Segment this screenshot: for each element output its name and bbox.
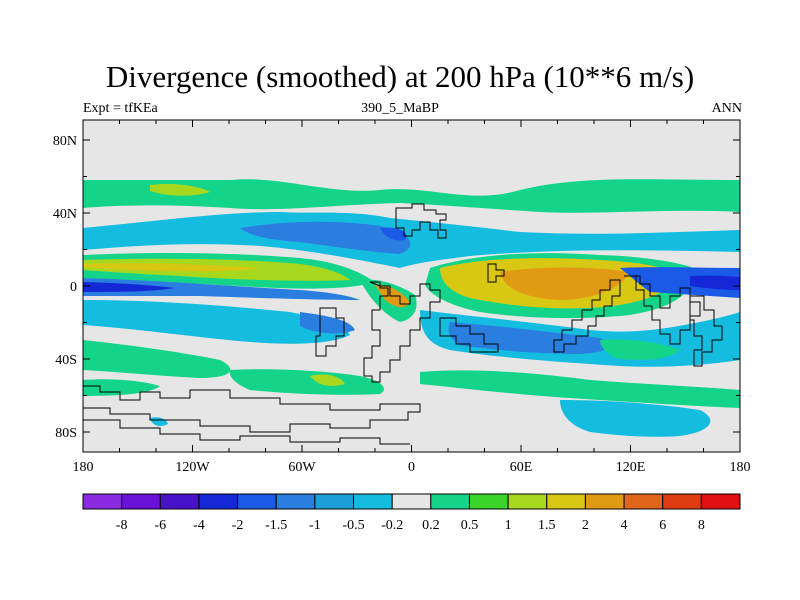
south-positive-east [600, 339, 680, 360]
y-tick-label: 80N [53, 134, 77, 149]
y-tick-label: 40S [55, 353, 77, 368]
colorbar-swatch [314, 493, 355, 510]
colorbar-label: 4 [621, 518, 628, 533]
colorbar-swatch [662, 493, 702, 510]
east-orange-blob [500, 267, 630, 300]
colorbar-swatch [275, 493, 316, 510]
axis-ticks [82, 120, 741, 452]
contour-fields [83, 179, 740, 437]
north-negative-band [83, 212, 740, 268]
colorbar-swatch [468, 493, 509, 510]
colorbar-swatch [198, 493, 239, 510]
south-yellow-patch [310, 374, 345, 386]
east-negative-deep [690, 275, 740, 290]
colorbar-label: -6 [154, 518, 166, 533]
equatorial-negative-strip [83, 278, 360, 300]
south-positive-far [420, 370, 740, 408]
colorbar-swatch [507, 493, 548, 510]
colorbar-label: -2 [232, 518, 244, 533]
colorbar-swatch [430, 493, 470, 510]
north-negative-core [240, 221, 411, 254]
x-tick-label: 180 [730, 460, 751, 475]
equatorial-negative-deep [83, 282, 175, 292]
x-tick-label: 60E [510, 460, 533, 475]
colorbar-swatch [121, 493, 161, 510]
north-negative-deep [380, 227, 407, 241]
colorbar-swatch [584, 493, 625, 510]
period-label: 390_5_MaBP [361, 101, 439, 116]
colorbar-swatch [353, 493, 393, 510]
y-tick-label: 0 [70, 280, 77, 295]
colorbar-label: -1.5 [265, 518, 287, 533]
south-negative-west [83, 300, 350, 344]
colorbar-swatch [391, 493, 432, 510]
colorbar-label: 0.5 [461, 518, 479, 533]
x-tick-label: 120W [175, 460, 210, 475]
colorbar-label: 0.2 [422, 518, 440, 533]
colorbar-label: 1.5 [538, 518, 556, 533]
small-negative-blob [150, 417, 168, 426]
coastlines [83, 203, 723, 445]
colorbar-label: 2 [582, 518, 589, 533]
antarctic-negative [560, 400, 711, 437]
colorbar-swatch [82, 493, 123, 510]
colorbar-label: 1 [505, 518, 512, 533]
colorbar-label: -0.2 [381, 518, 403, 533]
x-tick-label: 120E [616, 460, 646, 475]
south-negative-east-core [448, 322, 611, 354]
x-tick-label: 60W [288, 460, 316, 475]
colorbar-label: -4 [193, 518, 205, 533]
colorbar-swatch [623, 493, 664, 510]
colorbar-swatch [159, 493, 200, 510]
x-tick-label: 0 [408, 460, 415, 475]
colorbar-swatch [700, 493, 741, 510]
x-tick-label: 180 [73, 460, 94, 475]
plot-title: Divergence (smoothed) at 200 hPa (10**6 … [105, 59, 695, 94]
colorbar-label: -1 [309, 518, 321, 533]
experiment-label: Expt = tfKEa [83, 101, 158, 116]
south-negative-mid [300, 312, 355, 334]
south-positive-pacific [83, 340, 231, 378]
colorbar-label: 8 [698, 518, 705, 533]
season-label: ANN [711, 101, 742, 116]
north-yellow-patch [150, 183, 210, 196]
colorbar: -8 -6 -4 -2 -1.5 -1 -0.5 -0.2 0.2 0.5 1 1.5 2 4 6 8 [82, 493, 741, 533]
north-positive-band [83, 179, 740, 213]
colorbar-swatch [546, 493, 586, 510]
colorbar-label: 6 [659, 518, 666, 533]
y-tick-label: 80S [55, 426, 77, 441]
colorbar-label: -0.5 [342, 518, 364, 533]
colorbar-swatch [237, 493, 277, 510]
y-tick-label: 40N [53, 207, 77, 222]
axis-tick-labels: 180 120W 60W 0 60E 120E 180 80N 40N 0 40S 80S [53, 134, 751, 475]
equatorial-orange-west [83, 263, 260, 272]
south-positive-mid [229, 369, 384, 395]
colorbar-label: -8 [116, 518, 128, 533]
